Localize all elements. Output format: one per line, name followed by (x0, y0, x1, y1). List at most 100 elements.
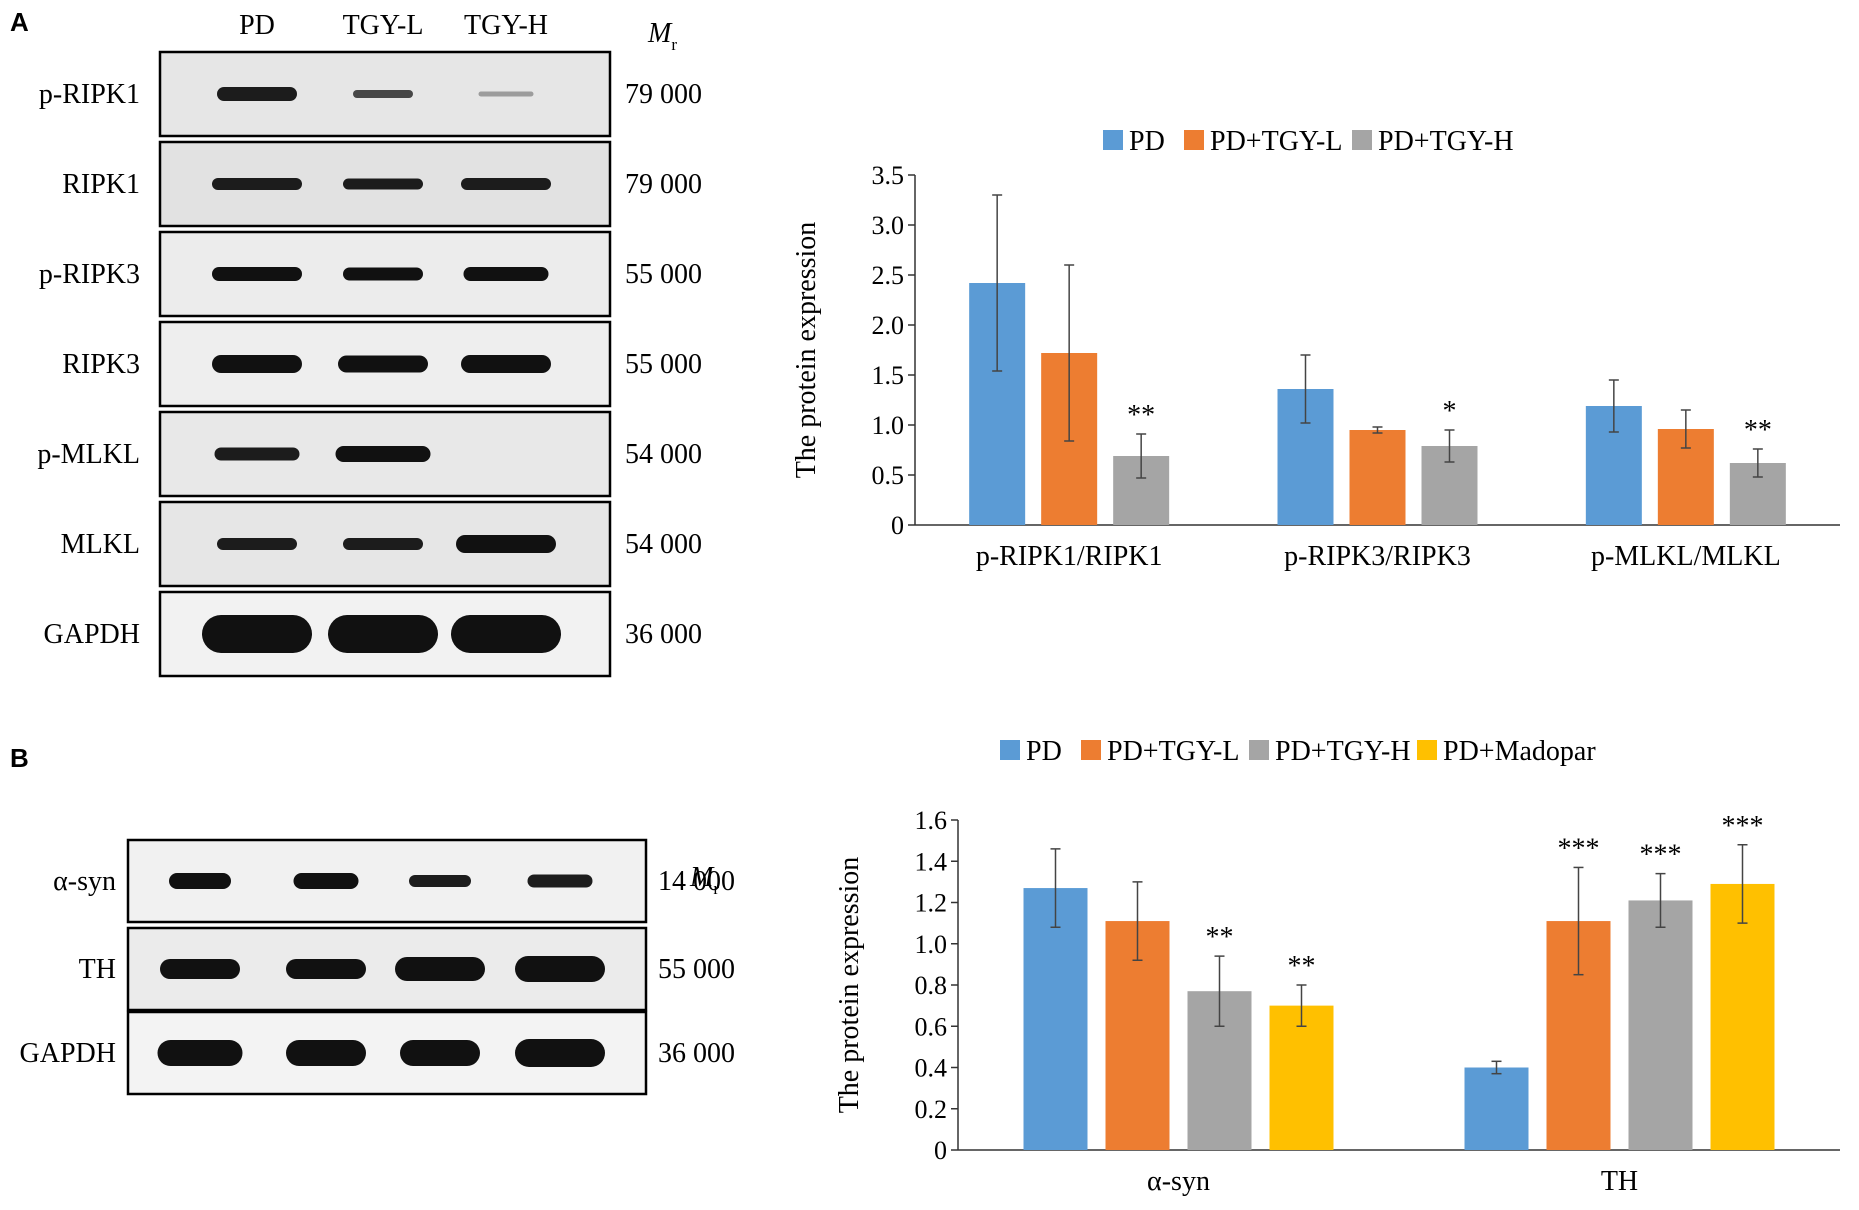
blot-b-mr-value: 55 000 (658, 954, 735, 985)
y-tick-label: 0 (891, 511, 904, 540)
y-tick-label: 0.8 (915, 971, 948, 1000)
blot-a-protein-band (212, 178, 302, 190)
blot-a-protein-band (328, 615, 438, 653)
blot-b-protein-band (527, 874, 593, 888)
blot-a-lane-label: TGY-H (464, 10, 548, 41)
blot-a-protein-band (214, 447, 300, 461)
y-tick-label: 0.5 (872, 461, 905, 490)
blot-b-mr-value: 14 000 (658, 866, 735, 897)
bar-chart-b: PD PD+TGY-L PD+TGY-H PD+Madopar 0 0.2 0.4 0.6 0.… (834, 736, 1840, 1197)
y-tick-label: 0.2 (915, 1095, 948, 1124)
legend-label: PD (1129, 126, 1165, 157)
significance-marker: ** (1127, 400, 1155, 431)
legend-label: PD+TGY-L (1210, 126, 1342, 157)
blot-a-row-label: RIPK3 (62, 349, 140, 380)
significance-marker: ** (1206, 922, 1234, 953)
blot-a-protein-band (461, 355, 551, 373)
blot-a-mr-value: 79 000 (625, 79, 702, 110)
y-tick-label: 3.5 (872, 161, 905, 190)
legend-swatch (1352, 130, 1372, 150)
blot-a-protein-band (478, 91, 534, 97)
blot-b-row-label: α-syn (53, 866, 116, 897)
blot-a-row-label: p-MLKL (37, 439, 140, 470)
legend-swatch (1103, 130, 1123, 150)
panel-b-letter: B (10, 743, 29, 773)
panel-a-letter: A (10, 7, 29, 37)
legend-swatch (1417, 740, 1437, 760)
blot-b-protein-band (157, 1040, 243, 1066)
y-tick-label: 1.4 (915, 847, 948, 876)
x-category-label: p-RIPK1/RIPK1 (976, 541, 1163, 572)
blot-a-protein-band (202, 615, 312, 653)
bar (1710, 883, 1775, 1150)
blot-a-row-label: MLKL (61, 529, 140, 560)
y-tick-label: 1.2 (915, 889, 948, 918)
legend-swatch (1000, 740, 1020, 760)
y-tick-label: 0 (934, 1136, 947, 1165)
significance-marker: ** (1288, 951, 1316, 982)
blot-a-mr-value: 79 000 (625, 169, 702, 200)
blot-a-lane-label: TGY-L (343, 10, 424, 41)
legend-label: PD+TGY-L (1107, 736, 1239, 767)
blot-b-protein-band (286, 1040, 366, 1066)
y-tick-label: 2.5 (872, 261, 905, 290)
x-category-label: p-MLKL/MLKL (1591, 541, 1781, 572)
significance-marker: *** (1722, 811, 1764, 842)
y-tick-label: 3.0 (872, 211, 905, 240)
legend-label: PD+Madopar (1443, 736, 1596, 767)
x-category-label: p-RIPK3/RIPK3 (1284, 541, 1471, 572)
blot-a-protein-band (217, 538, 297, 550)
legend-swatch (1249, 740, 1269, 760)
y-tick-label: 1.5 (872, 361, 905, 390)
bar (1269, 1005, 1334, 1150)
legend-label: PD (1026, 736, 1062, 767)
y-axis-label: The protein expression (834, 857, 865, 1114)
blot-a-protein-band (338, 355, 428, 373)
bar (1628, 900, 1693, 1150)
bar-chart-a: PD PD+TGY-L PD+TGY-H 0 0.5 1.0 1.5 2.0 2.5 3.0 3.5… (791, 126, 1840, 572)
y-tick-label: 1.6 (915, 806, 948, 835)
blot-a-mr-value: 55 000 (625, 259, 702, 290)
significance-marker: * (1443, 396, 1457, 427)
blot-b-mr-value: 36 000 (658, 1038, 735, 1069)
blot-a-protein-band (217, 87, 297, 101)
legend-swatch (1081, 740, 1101, 760)
bar (1023, 888, 1088, 1150)
x-category-label: TH (1601, 1166, 1638, 1197)
blot-a-row-label: p-RIPK3 (39, 259, 140, 290)
legend-swatch (1184, 130, 1204, 150)
blot-a-mr-value: 54 000 (625, 529, 702, 560)
blot-a-protein-band (343, 538, 423, 550)
blot-a-row-label: p-RIPK1 (39, 79, 140, 110)
blot-a-mr-value: 54 000 (625, 439, 702, 470)
blot-b-protein-band (293, 873, 359, 889)
blot-a-mr-header: Mr (647, 18, 677, 54)
legend-label: PD+TGY-H (1378, 126, 1514, 157)
blot-b-protein-band (515, 956, 605, 982)
legend-label: PD+TGY-H (1275, 736, 1411, 767)
blot-a-protein-band (343, 267, 423, 281)
blot-a-protein-band (461, 178, 551, 190)
blot-a-row-label: GAPDH (44, 619, 140, 650)
y-tick-label: 1.0 (872, 411, 905, 440)
blot-a-lane-label: PD (239, 10, 275, 41)
blot-b-row-label: GAPDH (20, 1038, 116, 1069)
blot-a-row-label: RIPK1 (62, 169, 140, 200)
y-tick-label: 0.4 (915, 1054, 948, 1083)
blot-a-protein-band (343, 178, 423, 190)
blot-b-protein-band (515, 1039, 605, 1067)
x-category-label: α-syn (1147, 1166, 1210, 1197)
significance-marker: *** (1640, 840, 1682, 871)
y-tick-label: 0.6 (915, 1012, 948, 1041)
blot-b-protein-band (395, 957, 485, 981)
blot-a-protein-band (463, 267, 549, 281)
blot-a-protein-band (456, 535, 556, 553)
bar (1349, 430, 1406, 525)
blot-a-protein-band (353, 90, 413, 98)
blot-a-protein-band (212, 267, 302, 281)
blot-b-protein-band (160, 959, 240, 979)
blot-b-protein-band (409, 875, 471, 887)
significance-marker: *** (1558, 833, 1600, 864)
